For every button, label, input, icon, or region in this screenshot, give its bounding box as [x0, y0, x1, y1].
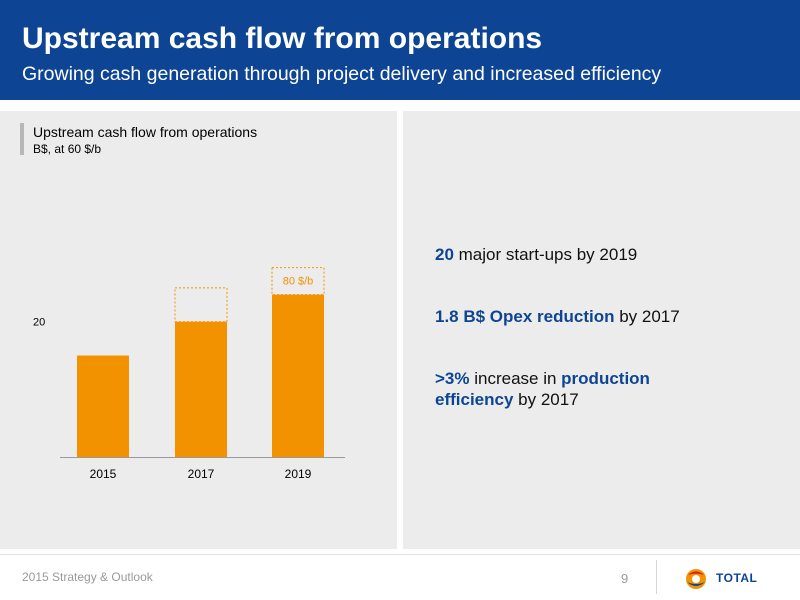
bar-2015	[77, 355, 129, 457]
page-title: Upstream cash flow from operations	[22, 22, 543, 55]
highlight-startups-text: major start-ups by 2019	[453, 245, 638, 264]
total-logo-icon	[686, 569, 706, 589]
y-tick-label: 20	[33, 317, 45, 329]
highlight-startups-number: 20	[435, 245, 454, 264]
bar-chart: 20 2015 2017 80 $/b 2019	[33, 267, 345, 481]
x-tick-label-2019: 2019	[285, 467, 312, 481]
upside-label: 80 $/b	[283, 276, 314, 288]
footer-label: 2015 Strategy & Outlook	[22, 570, 153, 584]
bar-2019	[272, 294, 324, 457]
highlight-opex-text: by 2017	[614, 307, 680, 326]
bar-upside-2019	[271, 267, 325, 296]
chart-unit: B$, at 60 $/b	[33, 142, 102, 156]
highlight-startups: 20 major start-ups by 2019	[435, 244, 637, 265]
highlight-efficiency-end: by 2017	[513, 390, 579, 409]
footer-divider	[656, 560, 657, 594]
footer-rule	[0, 554, 800, 555]
highlight-efficiency-percent: >3%	[435, 369, 470, 388]
chart-title: Upstream cash flow from operations	[33, 124, 258, 140]
highlight-efficiency-bold: production efficiency	[435, 369, 650, 409]
highlight-efficiency: >3% increase in production efficiency by…	[435, 368, 675, 410]
chart-title-accent	[20, 123, 24, 155]
highlights-panel	[403, 111, 800, 549]
page-number: 9	[621, 571, 629, 586]
highlight-opex-bold: 1.8 B$ Opex reduction	[435, 307, 615, 326]
logo-wordmark: TOTAL	[716, 571, 758, 585]
bar-upside-2017	[174, 287, 228, 323]
x-tick-label-2015: 2015	[90, 467, 117, 481]
page-subtitle: Growing cash generation through project …	[22, 63, 662, 85]
x-tick-label-2017: 2017	[188, 467, 215, 481]
highlight-opex: 1.8 B$ Opex reduction by 2017	[435, 306, 680, 327]
bar-2017	[175, 321, 227, 457]
highlight-efficiency-mid: increase in	[469, 369, 562, 388]
header-banner: Upstream cash flow from operations Growi…	[0, 0, 800, 100]
